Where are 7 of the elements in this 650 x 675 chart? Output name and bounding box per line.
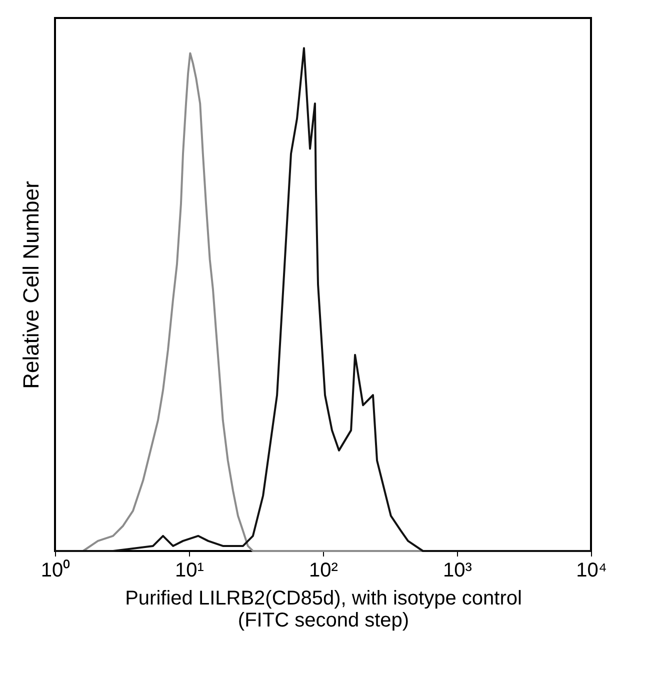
y-axis-title: Relative Cell Number (18, 181, 44, 389)
x-tick-label: 10³ (443, 560, 472, 582)
x-axis-title: Purified LILRB2(CD85d), with isotype control (FITC second step) (125, 588, 522, 632)
x-tick-label: 10⁰ (40, 558, 70, 582)
x-tick-label: 10² (309, 560, 338, 582)
x-tick-label: 10¹ (175, 560, 204, 582)
x-tick-label: 10⁴ (576, 560, 607, 582)
